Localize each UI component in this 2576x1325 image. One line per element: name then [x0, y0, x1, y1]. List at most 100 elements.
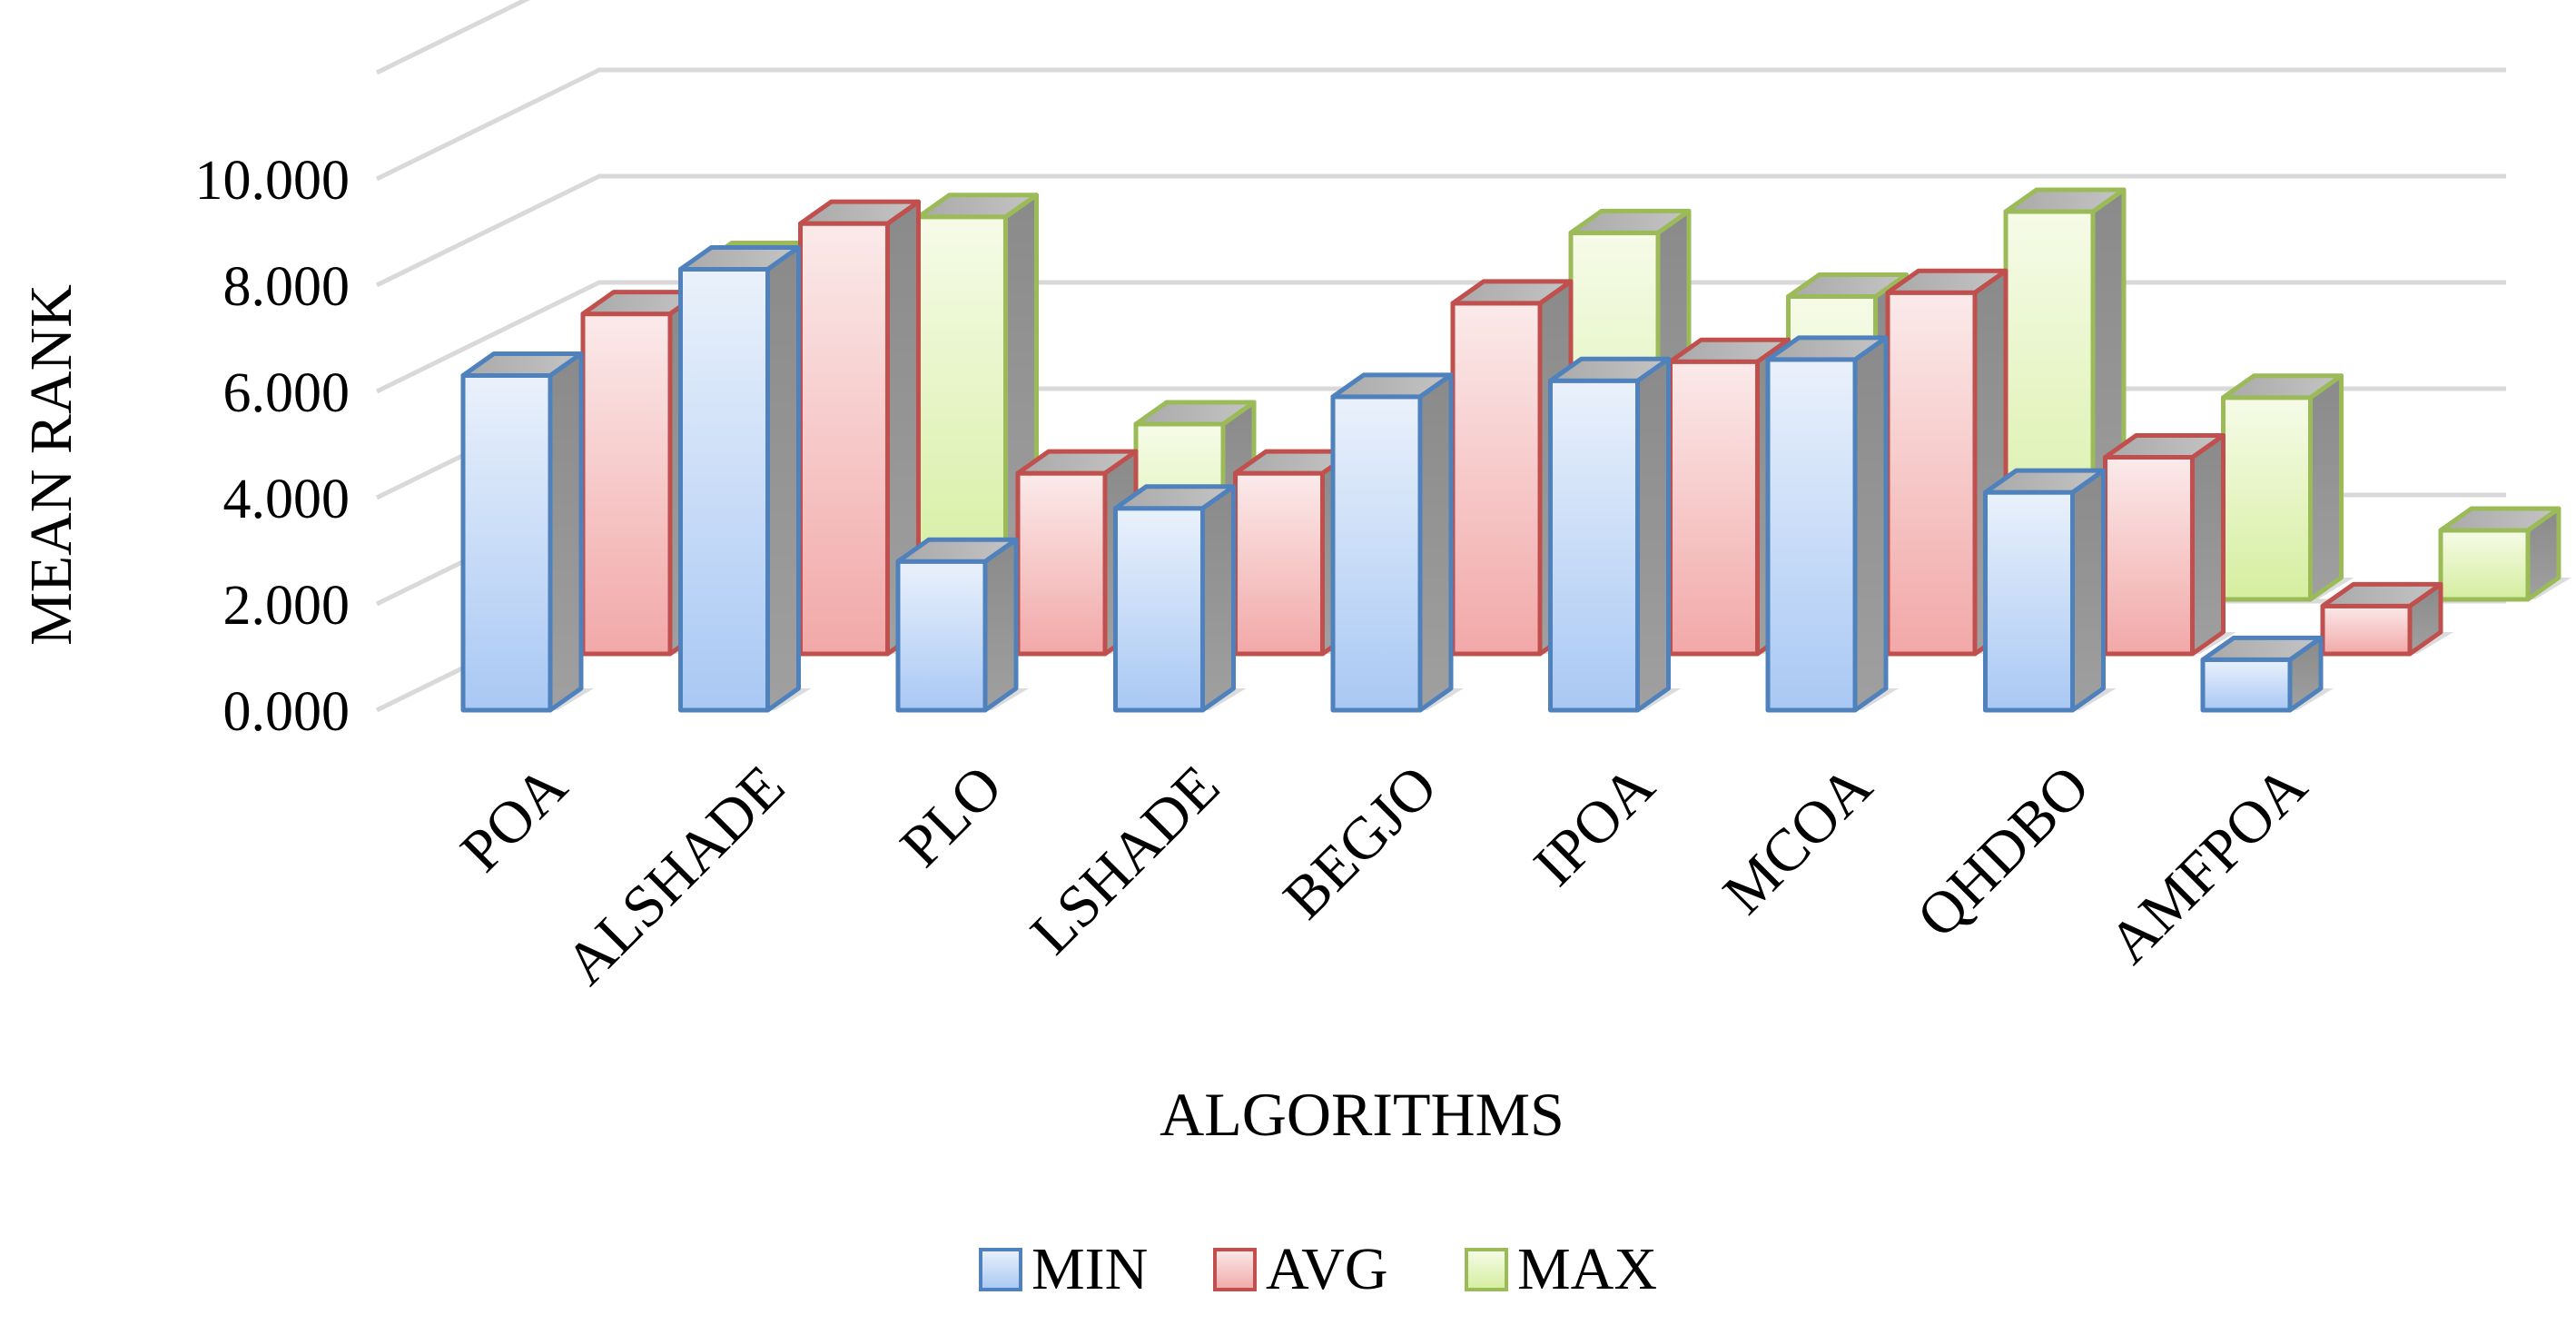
bar-top	[895, 537, 1019, 564]
bar-top	[2200, 635, 2324, 662]
bar-side	[2308, 373, 2344, 602]
y-tick-label: 6.000	[223, 362, 350, 424]
legend-swatch	[1465, 1248, 1508, 1291]
legend-label: AVG	[1266, 1236, 1387, 1302]
x-tick-label-qhdbo: QHDBO	[1905, 753, 2103, 951]
x-tick-label-begjo: BEGJO	[1271, 753, 1450, 932]
bar-side	[548, 351, 584, 713]
bar-top	[1765, 335, 1889, 362]
bar-top	[1113, 484, 1236, 511]
legend-swatch	[1213, 1248, 1257, 1291]
bar-min-begjo	[1330, 372, 1464, 713]
bar-front	[1330, 394, 1423, 713]
bar-avg-mcoa	[1885, 268, 2018, 657]
bar-top	[798, 199, 921, 226]
bar-top	[1548, 356, 1671, 383]
bar-side	[2190, 433, 2226, 657]
bar-front	[2103, 455, 2195, 657]
bar-top	[1786, 272, 1909, 300]
bar-top	[1133, 400, 1257, 427]
bar-side	[982, 537, 1019, 713]
bar-top	[1668, 337, 1791, 364]
bar-top	[2103, 433, 2226, 460]
legend-swatch	[979, 1248, 1022, 1291]
x-tick-label-amfpoa: AMFPOA	[2096, 753, 2319, 976]
bar-top	[460, 351, 584, 378]
bar-top	[678, 244, 801, 272]
bar-min-qhdbo	[1983, 468, 2117, 713]
bars	[460, 187, 2571, 713]
bar-top	[916, 193, 1039, 220]
bar-side	[1200, 484, 1236, 713]
bar-top	[1015, 449, 1139, 476]
gridline	[375, 67, 2506, 182]
bar-max-amfpoa	[2438, 506, 2571, 602]
bar-side	[765, 244, 801, 713]
legend-item-min: MIN	[979, 1236, 1148, 1302]
bar-front	[1450, 301, 1543, 657]
bar-front	[580, 311, 673, 657]
y-axis-label: MEAN RANK	[18, 284, 84, 646]
x-tick-label-ipoa: IPOA	[1522, 753, 1668, 899]
y-axis-ticks: 0.000 2.000 4.000 6.000 8.000 10.000	[195, 150, 350, 743]
bar-front	[1113, 506, 1205, 713]
bar-top	[2221, 373, 2344, 400]
y-tick-label: 0.000	[223, 681, 350, 743]
bar-top	[2320, 581, 2443, 608]
bar-max-qhdbo	[2221, 373, 2354, 602]
bar-min-lshade	[1113, 484, 1247, 713]
bar-front	[1015, 470, 1108, 657]
bar-top	[2003, 187, 2127, 214]
bar-top	[1983, 468, 2106, 495]
bar-avg-qhdbo	[2103, 433, 2236, 657]
bar-front	[2200, 657, 2293, 713]
gridline	[375, 0, 531, 75]
bar-side	[1852, 335, 1889, 713]
x-tick-label-mcoa: MCOA	[1711, 753, 1885, 927]
y-tick-label: 8.000	[223, 256, 350, 318]
bar-avg-alshade	[798, 199, 932, 657]
bar-front	[798, 221, 890, 657]
bar-front	[1983, 489, 2075, 713]
bar-front	[2221, 395, 2313, 602]
legend: MIN AVG MAX	[979, 1236, 1657, 1302]
bar-front	[1548, 378, 1640, 713]
bar-avg-amfpoa	[2320, 581, 2453, 657]
y-tick-label: 4.000	[223, 469, 350, 530]
bar-front	[2320, 603, 2413, 657]
x-tick-label-poa: POA	[449, 753, 580, 885]
bar-front	[1765, 357, 1858, 713]
bar-top	[1330, 372, 1454, 400]
bar-top	[1450, 279, 1574, 306]
bar-min-poa	[460, 351, 594, 713]
bar-side	[1417, 372, 1454, 713]
bar-front	[2438, 528, 2531, 602]
bar-side	[2070, 468, 2106, 713]
bar-side	[1635, 356, 1671, 713]
bar-top	[2438, 506, 2561, 533]
bar-min-alshade	[678, 244, 812, 713]
bar-min-amfpoa	[2200, 635, 2334, 713]
bar-top	[1885, 268, 2008, 295]
bar-front	[460, 372, 553, 713]
legend-item-max: MAX	[1465, 1236, 1657, 1302]
legend-item-avg: AVG	[1213, 1236, 1387, 1302]
bar-max-alshade	[916, 193, 1050, 602]
legend-label: MAX	[1517, 1236, 1657, 1302]
bar-front	[678, 266, 770, 713]
bar-front	[1668, 359, 1760, 657]
gridline	[375, 173, 2506, 288]
bar-min-plo	[895, 537, 1029, 713]
x-tick-label-plo: PLO	[888, 753, 1015, 880]
y-tick-label: 10.000	[195, 150, 350, 212]
x-tick-label-lshade: LSHADE	[1018, 753, 1232, 967]
bar-top	[1568, 208, 1692, 235]
x-axis-label: ALGORITHMS	[1160, 1080, 1564, 1149]
y-tick-label: 2.000	[223, 575, 350, 637]
bar-front	[1233, 470, 1325, 657]
bar-min-mcoa	[1765, 335, 1899, 713]
bar-min-ipoa	[1548, 356, 1682, 713]
